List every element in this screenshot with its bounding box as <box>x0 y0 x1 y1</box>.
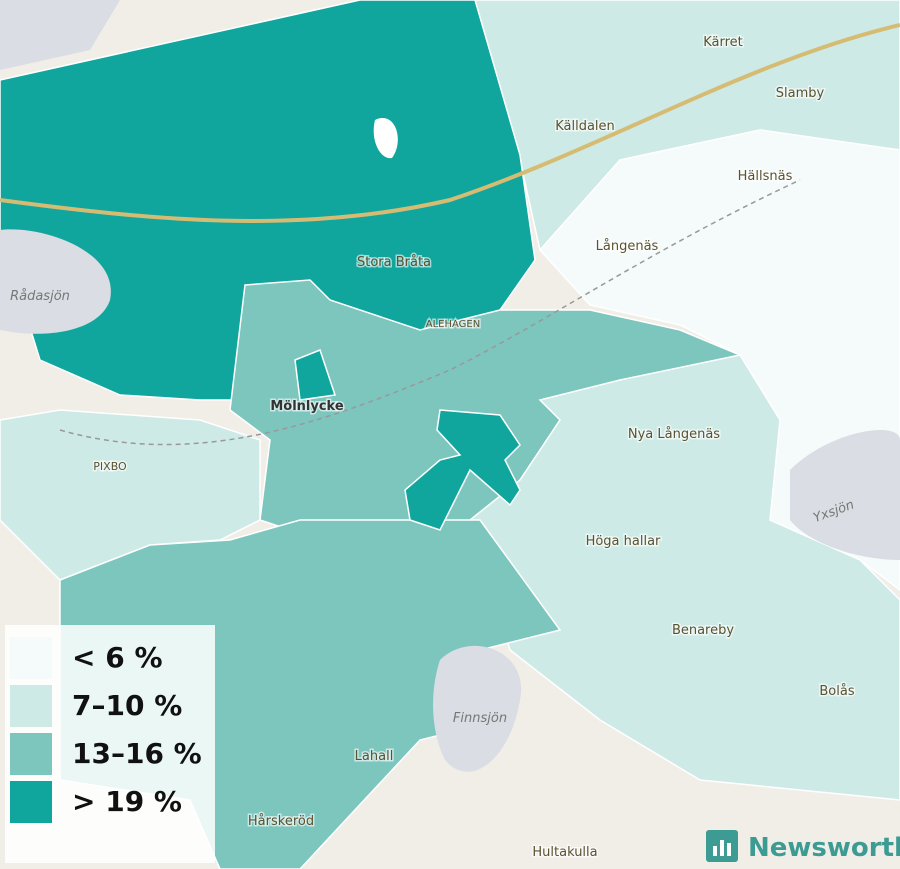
place-label: Stora Bråta <box>357 255 431 270</box>
place-label: PIXBO <box>93 460 127 473</box>
place-label: Hultakulla <box>532 845 597 860</box>
legend-label: > 19 % <box>72 785 182 818</box>
logo-text: Newsworthy <box>748 833 900 863</box>
legend-label: 7–10 % <box>72 689 182 722</box>
legend-swatch <box>10 637 52 679</box>
place-label: Kärret <box>703 35 743 50</box>
lake <box>0 0 120 70</box>
place-label: Slamby <box>776 86 825 101</box>
place-label: Källdalen <box>555 119 615 134</box>
logo-bar <box>727 843 731 856</box>
place-label: Långenäs <box>596 239 659 254</box>
lake <box>0 229 111 334</box>
water-label: Rådasjön <box>10 289 70 304</box>
logo-bar <box>720 840 724 856</box>
region <box>404 409 521 531</box>
place-label: Mölnlycke <box>270 399 344 414</box>
place-label: Benareby <box>672 623 734 638</box>
logo-bar <box>713 846 717 856</box>
water-label: Finnsjön <box>453 711 507 726</box>
legend-swatch <box>10 733 52 775</box>
legend-swatch <box>10 781 52 823</box>
place-labels: Kärret Slamby Källdalen Hällsnäs Långenä… <box>10 34 856 862</box>
logo: Newsworthy <box>706 830 900 863</box>
legend-label: 13–16 % <box>72 737 202 770</box>
place-label: Bolås <box>819 684 854 699</box>
lake <box>433 645 522 772</box>
lake <box>373 118 398 159</box>
place-label: Hällsnäs <box>738 169 793 184</box>
lake <box>790 430 900 560</box>
region <box>294 349 336 401</box>
place-label: Höga hallar <box>586 534 661 549</box>
lakes <box>0 0 900 772</box>
place-label: Nya Långenäs <box>628 427 720 442</box>
legend-swatch <box>10 685 52 727</box>
region <box>0 409 261 581</box>
place-label: ALEHAGEN <box>426 319 480 330</box>
place-label: Lahall <box>355 749 394 764</box>
legend: < 6 % 7–10 % 13–16 % > 19 % <box>5 625 215 863</box>
highway <box>0 23 900 223</box>
legend-label: < 6 % <box>72 641 163 674</box>
place-label: Hårskeröd <box>248 814 314 829</box>
railway <box>59 179 801 446</box>
